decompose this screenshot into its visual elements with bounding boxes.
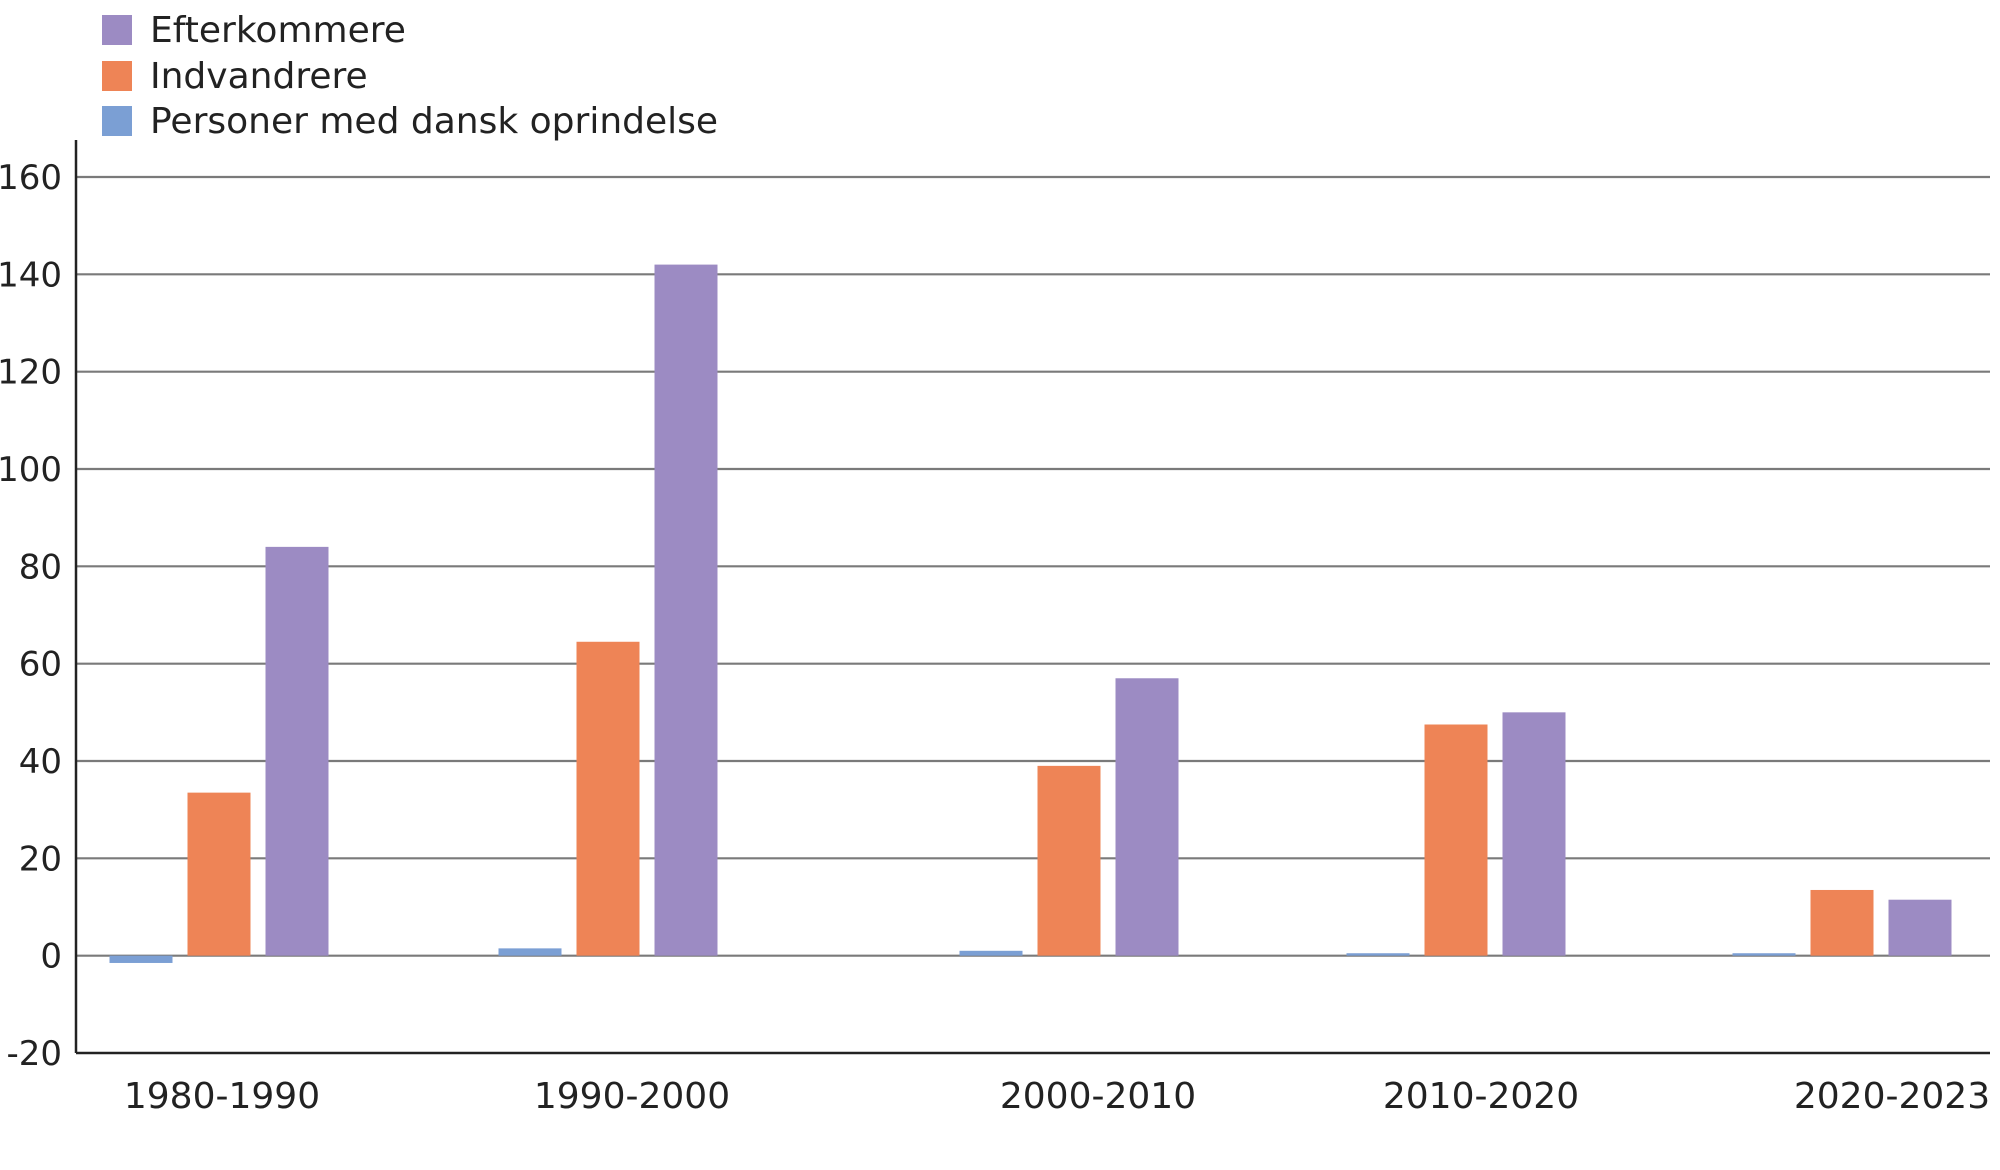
x-category-label: 2010-2020 [1383, 1076, 1579, 1117]
bar-indvandrere-2000-2010 [1037, 765, 1101, 956]
y-tick-label: 100 [0, 450, 62, 490]
y-tick-label: 20 [19, 839, 62, 879]
legend-label-efterkommere: Efterkommere [150, 10, 406, 51]
bar-personer-med-dansk-oprindelse-2000-2010 [959, 950, 1023, 956]
y-tick-label: 0 [40, 937, 62, 977]
bar-personer-med-dansk-oprindelse-1980-1990 [109, 955, 173, 963]
bar-indvandrere-1990-2000 [576, 641, 640, 956]
x-category-label: 2020-2023 [1794, 1076, 1990, 1117]
x-category-label: 1990-2000 [534, 1076, 730, 1117]
y-tick-label: 120 [0, 353, 62, 393]
bar-personer-med-dansk-oprindelse-2010-2020 [1346, 953, 1410, 956]
y-tick-label: 160 [0, 158, 62, 198]
bar-efterkommere-1990-2000 [654, 264, 718, 956]
y-tick-label: 40 [19, 742, 62, 782]
axes [74, 140, 1990, 1055]
bar-indvandrere-2010-2020 [1424, 724, 1488, 956]
bar-efterkommere-1980-1990 [265, 546, 329, 956]
bar-indvandrere-1980-1990 [187, 792, 251, 956]
y-tick-labels: -20 0 20 40 60 80 100 120 140 160 [0, 158, 62, 1074]
legend-label-indvandrere: Indvandrere [150, 56, 368, 97]
bar-personer-med-dansk-oprindelse-1990-2000 [498, 948, 562, 956]
x-category-label: 1980-1990 [124, 1076, 320, 1117]
y-tick-label: 140 [0, 255, 62, 295]
bar-efterkommere-2020-2023 [1888, 899, 1952, 956]
bar-personer-med-dansk-oprindelse-2020-2023 [1732, 953, 1796, 956]
legend-swatch-efterkommere [102, 15, 132, 45]
legend-label-personer-med-dansk-oprindelse: Personer med dansk oprindelse [150, 101, 718, 142]
x-category-label: 2000-2010 [1000, 1076, 1196, 1117]
y-tick-label: -20 [6, 1034, 62, 1074]
y-tick-label: 60 [19, 645, 62, 685]
bar-indvandrere-2020-2023 [1810, 889, 1874, 956]
bar-efterkommere-2010-2020 [1502, 712, 1566, 956]
bars [109, 264, 1952, 963]
legend-swatch-personer-med-dansk-oprindelse [102, 106, 132, 136]
x-category-labels: 1980-1990 1990-2000 2000-2010 2010-2020 2020… [124, 1076, 1990, 1117]
bar-efterkommere-2000-2010 [1115, 678, 1179, 956]
y-tick-label: 80 [19, 547, 62, 587]
gridlines [76, 175, 1990, 957]
legend-swatch-indvandrere [102, 61, 132, 91]
